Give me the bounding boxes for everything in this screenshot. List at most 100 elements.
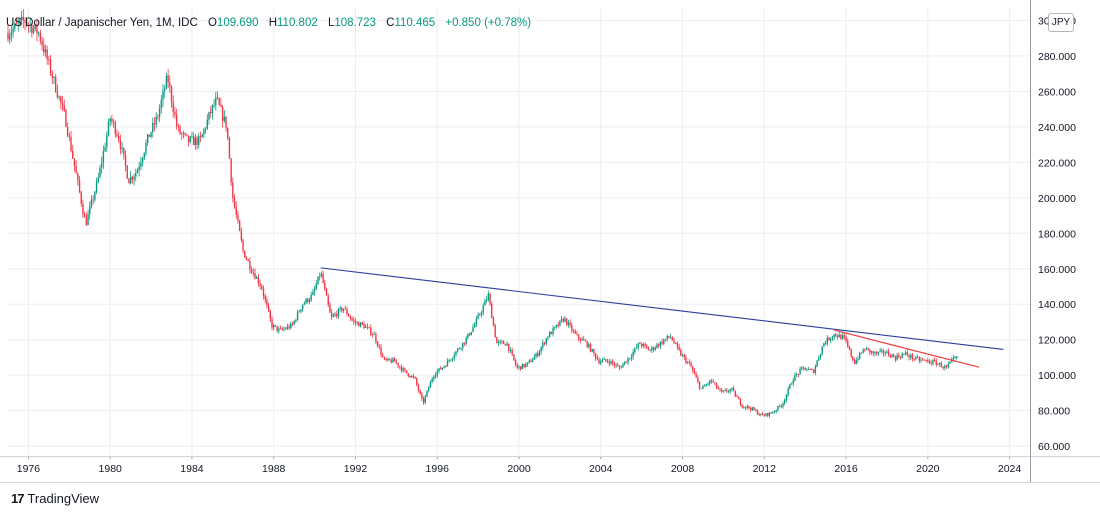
candle-body	[325, 288, 328, 296]
x-tick-label: 1976	[17, 463, 41, 475]
y-tick-label: 120.000	[1038, 335, 1076, 347]
candle-body	[330, 312, 333, 317]
candle-body	[27, 24, 30, 26]
y-tick-label: 260.000	[1038, 86, 1076, 98]
candle-body	[175, 114, 178, 126]
candle-body	[291, 323, 294, 325]
candle-body	[371, 334, 374, 336]
candle-body	[446, 360, 449, 367]
candle-body	[763, 415, 765, 417]
candle-body	[583, 339, 585, 341]
candle-body	[211, 105, 214, 114]
candle-body	[506, 343, 508, 346]
tradingview-branding[interactable]: 17 TradingView	[11, 491, 99, 506]
candle-body	[182, 133, 185, 134]
candle-body	[276, 326, 278, 331]
candle-body	[760, 413, 762, 415]
candle-body	[806, 369, 808, 371]
candle-body	[165, 75, 168, 89]
candle-body	[625, 361, 628, 363]
candle-body	[574, 330, 576, 334]
candle-body	[54, 76, 57, 92]
candle-body	[10, 32, 13, 36]
candle-body	[508, 343, 510, 351]
candle-body	[937, 364, 939, 365]
candle-body	[43, 45, 45, 53]
candle-body	[492, 318, 495, 326]
candle-body	[722, 390, 725, 392]
candle-body	[579, 338, 582, 341]
candle-body	[393, 358, 396, 362]
candle-body	[463, 342, 466, 344]
candle-body	[34, 24, 36, 29]
candle-body	[652, 347, 655, 350]
candle-body	[794, 374, 796, 381]
candle-body	[589, 344, 592, 352]
candle-body	[939, 363, 941, 365]
currency-badge[interactable]: JPY	[1048, 13, 1074, 32]
candle-body	[104, 146, 106, 152]
candle-body	[213, 105, 215, 106]
candle-body	[821, 346, 823, 354]
candle-body	[60, 96, 62, 103]
candle-body	[537, 353, 539, 356]
candle-body	[387, 358, 389, 361]
candle-body	[269, 310, 272, 320]
candle-body	[545, 338, 547, 344]
candle-body	[521, 363, 524, 370]
candle-body	[630, 356, 633, 359]
candle-body	[530, 360, 532, 363]
candle-body	[947, 364, 949, 367]
candle-body	[613, 363, 616, 366]
candle-body	[24, 20, 26, 23]
candle-body	[697, 377, 699, 382]
candle-body	[572, 330, 575, 332]
candle-body	[872, 351, 874, 354]
candle-body	[712, 381, 714, 383]
candle-body	[720, 389, 723, 392]
candle-body	[766, 413, 769, 416]
candle-body	[676, 343, 679, 347]
candle-body	[768, 412, 771, 416]
candle-body	[26, 22, 28, 25]
open-label: O	[207, 17, 217, 29]
candle-body	[765, 413, 767, 416]
candle-body	[267, 305, 270, 311]
candle-body	[552, 328, 554, 335]
candle-body	[191, 136, 193, 138]
candle-body	[881, 350, 883, 352]
candle-body	[591, 349, 593, 352]
symbol-title[interactable]: US Dollar / Japanischer Yen, 1M, IDC	[6, 17, 198, 29]
candle-body	[121, 147, 123, 149]
candle-body	[94, 192, 96, 200]
candle-body	[675, 343, 677, 344]
candle-body	[709, 380, 711, 384]
candle-body	[399, 366, 401, 368]
resistance-trendline-long	[320, 267, 1004, 351]
candle-body	[106, 135, 108, 147]
candle-body	[705, 384, 708, 386]
candle-body	[620, 367, 622, 369]
candle-body	[877, 351, 880, 354]
candle-body	[565, 318, 568, 325]
candle-body	[370, 327, 372, 335]
candle-body	[140, 162, 142, 167]
candle-body	[400, 366, 403, 371]
candle-body	[385, 359, 387, 361]
candle-body	[930, 362, 932, 364]
candle-body	[245, 257, 248, 260]
candle-body	[862, 349, 864, 353]
candle-body	[732, 388, 735, 391]
candle-body	[841, 335, 844, 339]
candle-body	[220, 104, 222, 107]
candle-body	[230, 158, 232, 183]
candle-body	[303, 303, 306, 305]
candle-body	[692, 366, 694, 371]
candle-body	[150, 132, 152, 137]
y-tick-label: 240.000	[1038, 122, 1076, 134]
candle-body	[833, 334, 835, 338]
candle-body	[840, 334, 842, 339]
candle-body	[388, 358, 391, 361]
candle-body	[305, 298, 307, 304]
